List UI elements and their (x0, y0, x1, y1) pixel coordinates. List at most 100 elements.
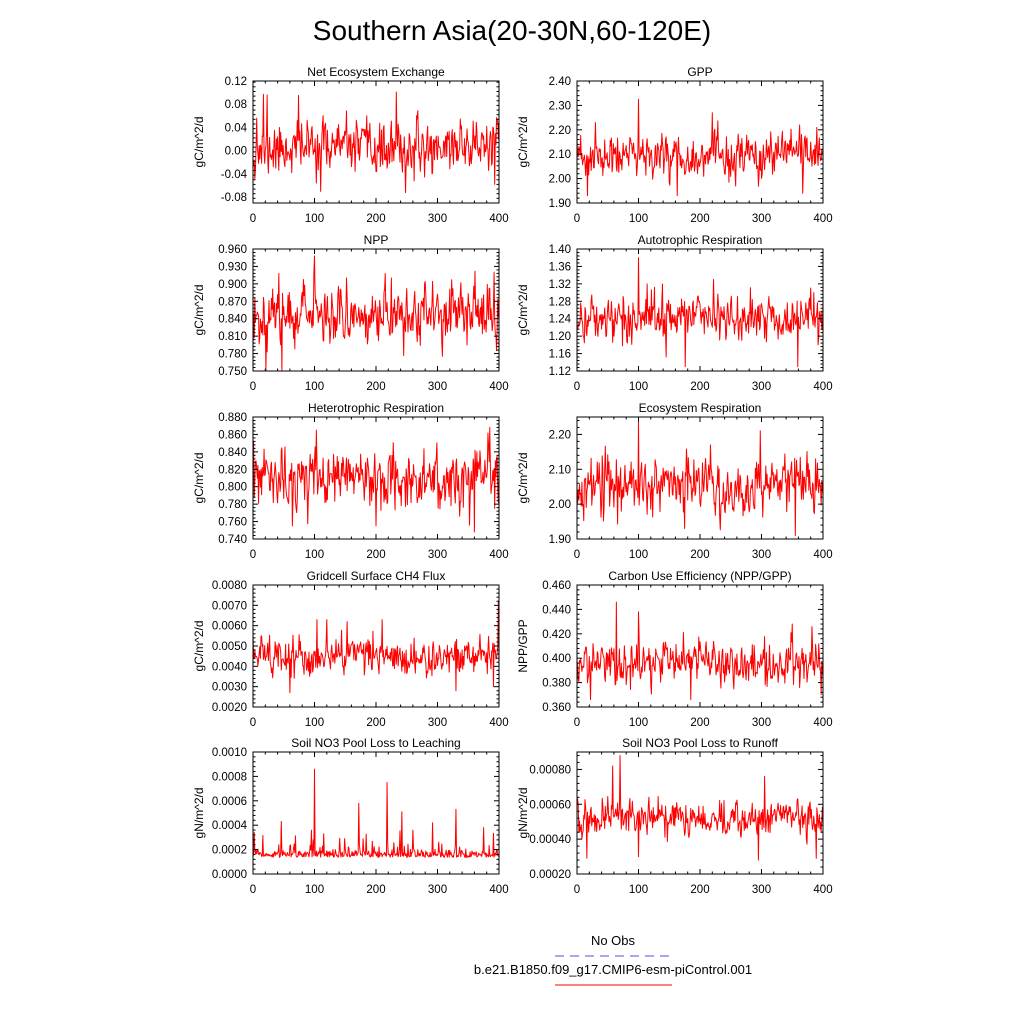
x-tick-label: 300 (752, 381, 771, 393)
y-tick-label: 0.00080 (529, 764, 571, 776)
y-tick-label: 0.760 (218, 517, 247, 529)
x-tick-label: 300 (428, 381, 447, 393)
x-tick-label: 0 (250, 717, 256, 729)
x-tick-label: 100 (629, 213, 648, 225)
x-tick-label: 200 (366, 213, 385, 225)
y-tick-label: 0.810 (218, 331, 247, 343)
plot-frame (576, 416, 824, 540)
y-tick-label: 2.10 (549, 149, 571, 161)
panel-title: NPP (364, 233, 389, 247)
y-tick-label: 0.0004 (212, 820, 248, 832)
panel-ecosystem-respiration: Ecosystem Respiration gC/m^2/d 0 100 200 300 4… (516, 401, 833, 561)
x-tick-label: 100 (629, 381, 648, 393)
y-tick-label: 0.12 (225, 76, 247, 88)
series-line (576, 754, 824, 861)
y-axis-label: gC/m^2/d (192, 117, 206, 168)
x-tick-label: 100 (629, 549, 648, 561)
series-line (252, 255, 500, 372)
y-tick-label: 1.32 (549, 279, 571, 291)
y-tick-label: 0.0040 (212, 661, 247, 673)
x-tick-label: 400 (813, 381, 832, 393)
y-tick-label: 0.440 (542, 604, 571, 616)
series-line (252, 91, 500, 194)
y-tick-label: 0.00060 (529, 799, 571, 811)
x-tick-label: 0 (574, 884, 580, 896)
panel-heterotrophic-respiration: Heterotrophic Respiration gC/m^2/d 0 100 200… (192, 401, 509, 561)
x-tick-label: 0 (574, 381, 580, 393)
y-tick-label: 1.36 (549, 261, 571, 273)
x-tick-label: 100 (305, 549, 324, 561)
y-tick-label: -0.04 (221, 169, 248, 181)
x-tick-label: 200 (366, 884, 385, 896)
x-tick-label: 300 (752, 884, 771, 896)
y-tick-label: 2.30 (549, 100, 571, 112)
x-tick-label: 400 (813, 884, 832, 896)
y-tick-label: 2.00 (549, 174, 571, 186)
x-tick-label: 200 (366, 549, 385, 561)
y-tick-label: 0.0080 (212, 580, 247, 592)
y-tick-label: 0.0006 (212, 796, 247, 808)
y-axis-label: gC/m^2/d (516, 117, 530, 168)
x-tick-label: 0 (250, 884, 256, 896)
x-tick-label: 300 (752, 213, 771, 225)
y-tick-label: 0.780 (218, 349, 247, 361)
x-tick-label: 300 (752, 717, 771, 729)
x-tick-label: 100 (305, 381, 324, 393)
x-tick-label: 400 (813, 549, 832, 561)
x-tick-label: 100 (305, 717, 324, 729)
x-tick-label: 0 (574, 717, 580, 729)
x-tick-label: 300 (428, 549, 447, 561)
figure-title: Southern Asia(20-30N,60-120E) (313, 15, 711, 46)
panel-title: Soil NO3 Pool Loss to Runoff (622, 736, 779, 750)
y-tick-label: 0.840 (218, 314, 247, 326)
y-tick-label: 1.12 (549, 366, 571, 378)
y-tick-label: 0.0010 (212, 747, 247, 759)
x-tick-label: 400 (489, 381, 508, 393)
x-tick-label: 0 (250, 381, 256, 393)
panel-title: Ecosystem Respiration (639, 401, 762, 415)
y-tick-label: 0.0050 (212, 641, 247, 653)
y-tick-label: 0.960 (218, 244, 247, 256)
x-tick-label: 0 (574, 549, 580, 561)
y-tick-label: 0.880 (218, 412, 247, 424)
y-tick-label: 0.870 (218, 296, 247, 308)
x-tick-label: 300 (752, 549, 771, 561)
x-tick-label: 400 (813, 717, 832, 729)
y-tick-label: 2.10 (549, 464, 571, 476)
y-axis-label: gN/m^2/d (192, 788, 206, 839)
y-tick-label: 1.20 (549, 331, 571, 343)
y-tick-label: 0.0008 (212, 771, 247, 783)
y-tick-label: 2.20 (549, 429, 571, 441)
x-tick-label: 100 (629, 884, 648, 896)
series-line (252, 426, 500, 533)
series-line (576, 419, 824, 537)
y-tick-label: 0.04 (225, 122, 248, 134)
x-tick-label: 300 (428, 884, 447, 896)
y-tick-label: 0.780 (218, 499, 247, 511)
panel-title: Net Ecosystem Exchange (307, 65, 445, 79)
y-tick-label: 1.28 (549, 296, 571, 308)
y-axis-label: gC/m^2/d (192, 621, 206, 672)
x-tick-label: 0 (250, 213, 256, 225)
y-tick-label: 2.40 (549, 76, 571, 88)
panel-title: Gridcell Surface CH4 Flux (307, 569, 446, 583)
x-tick-label: 200 (690, 717, 709, 729)
x-tick-label: 100 (305, 213, 324, 225)
y-tick-label: 0.380 (542, 678, 571, 690)
y-tick-label: 0.900 (218, 279, 247, 291)
x-tick-label: 400 (489, 884, 508, 896)
y-tick-label: 0.460 (542, 580, 571, 592)
x-tick-label: 200 (366, 381, 385, 393)
x-tick-label: 100 (629, 717, 648, 729)
y-tick-label: 1.90 (549, 198, 571, 210)
y-tick-label: 0.0000 (212, 869, 247, 881)
panel-carbon-use-efficiency-npp-gpp: Carbon Use Efficiency (NPP/GPP) NPP/GPP 0 1… (516, 569, 833, 729)
x-tick-label: 0 (574, 213, 580, 225)
y-tick-label: 0.0070 (212, 600, 247, 612)
y-tick-label: 0.930 (218, 261, 247, 273)
series-line (576, 257, 824, 368)
plot-frame (576, 751, 824, 875)
y-axis-label: gC/m^2/d (192, 285, 206, 336)
y-tick-label: 1.24 (549, 314, 572, 326)
